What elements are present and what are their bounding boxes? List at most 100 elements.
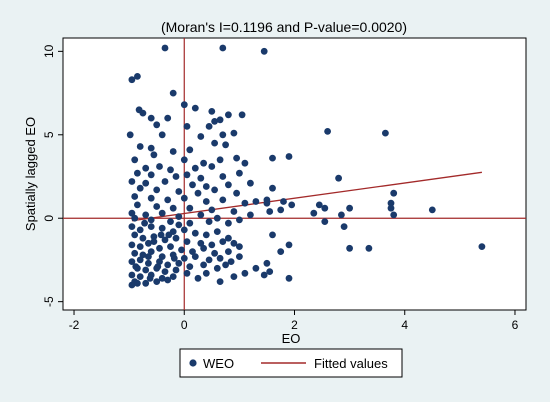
data-point bbox=[288, 201, 296, 209]
data-point bbox=[230, 273, 238, 280]
data-point bbox=[205, 218, 213, 226]
data-point bbox=[241, 269, 249, 277]
data-point bbox=[285, 153, 293, 160]
data-point bbox=[252, 264, 260, 272]
data-point bbox=[131, 214, 139, 222]
data-point bbox=[165, 231, 173, 239]
data-point bbox=[183, 269, 191, 277]
data-point bbox=[205, 256, 213, 264]
data-point bbox=[186, 219, 194, 227]
data-point bbox=[324, 127, 331, 135]
data-point bbox=[180, 194, 188, 202]
data-point bbox=[128, 223, 136, 231]
data-point bbox=[230, 239, 238, 247]
data-point bbox=[142, 266, 150, 274]
y-axis-label: Spatially lagged EO bbox=[23, 117, 38, 231]
data-point bbox=[241, 159, 249, 167]
data-point bbox=[269, 184, 276, 192]
data-point bbox=[128, 271, 136, 279]
data-point bbox=[225, 234, 232, 242]
data-point bbox=[136, 243, 144, 251]
data-point bbox=[131, 249, 139, 257]
data-point bbox=[428, 206, 436, 214]
data-point bbox=[321, 204, 329, 212]
fitted-line bbox=[131, 171, 482, 222]
data-point bbox=[154, 263, 162, 270]
data-point bbox=[208, 241, 216, 249]
data-point bbox=[260, 271, 268, 279]
data-point bbox=[156, 244, 163, 252]
data-point bbox=[202, 183, 210, 190]
data-point bbox=[216, 278, 224, 285]
data-point bbox=[197, 174, 205, 182]
data-point bbox=[269, 154, 276, 162]
data-point bbox=[132, 263, 140, 270]
data-point bbox=[175, 188, 183, 195]
data-point bbox=[161, 178, 169, 185]
data-point bbox=[178, 246, 185, 254]
data-point bbox=[183, 171, 191, 179]
data-point bbox=[202, 269, 210, 277]
data-point bbox=[147, 144, 155, 152]
data-point bbox=[211, 139, 219, 147]
data-point bbox=[169, 148, 177, 155]
x-tick-label: 6 bbox=[512, 318, 519, 332]
data-point bbox=[263, 196, 271, 204]
data-point bbox=[189, 248, 196, 256]
data-point bbox=[172, 266, 180, 274]
data-point bbox=[202, 198, 210, 205]
data-point bbox=[227, 258, 235, 265]
data-point bbox=[175, 221, 183, 229]
data-point bbox=[233, 189, 241, 197]
data-point bbox=[216, 254, 224, 262]
data-point bbox=[169, 89, 177, 97]
data-point bbox=[285, 241, 293, 249]
data-point bbox=[219, 131, 227, 139]
data-point bbox=[128, 178, 136, 185]
data-point bbox=[161, 268, 169, 275]
y-tick-label: 5 bbox=[42, 131, 56, 138]
data-point bbox=[382, 129, 389, 137]
data-point bbox=[213, 264, 221, 272]
data-point bbox=[390, 211, 398, 219]
y-tick-label: -5 bbox=[42, 296, 56, 307]
data-point bbox=[186, 146, 194, 154]
data-point bbox=[346, 204, 353, 212]
data-point bbox=[225, 248, 232, 256]
data-point bbox=[186, 204, 194, 212]
data-point bbox=[128, 281, 136, 289]
data-point bbox=[180, 156, 188, 164]
data-point bbox=[189, 181, 196, 189]
data-point bbox=[183, 238, 191, 246]
data-point bbox=[280, 198, 287, 205]
data-point bbox=[161, 44, 169, 52]
data-point bbox=[153, 203, 161, 210]
data-point bbox=[247, 211, 254, 219]
data-point bbox=[158, 131, 166, 139]
data-point bbox=[150, 151, 158, 159]
data-point bbox=[180, 101, 188, 109]
data-point bbox=[238, 111, 246, 119]
data-point bbox=[225, 181, 232, 189]
data-point bbox=[219, 238, 227, 246]
data-point bbox=[346, 244, 353, 252]
data-point bbox=[164, 276, 172, 284]
data-point bbox=[134, 279, 141, 287]
data-point bbox=[172, 173, 180, 180]
data-point bbox=[128, 76, 136, 84]
data-point bbox=[197, 239, 205, 247]
data-point bbox=[285, 274, 293, 282]
data-point bbox=[222, 261, 230, 269]
data-point bbox=[153, 186, 161, 194]
data-point bbox=[247, 179, 254, 187]
data-point bbox=[211, 186, 219, 194]
data-point bbox=[338, 211, 345, 219]
data-point bbox=[194, 189, 202, 197]
data-point bbox=[260, 47, 268, 55]
data-point bbox=[169, 273, 177, 280]
data-point bbox=[150, 238, 158, 246]
data-point bbox=[136, 273, 144, 280]
data-point bbox=[136, 226, 144, 234]
data-point bbox=[180, 254, 188, 262]
data-point bbox=[478, 243, 486, 251]
